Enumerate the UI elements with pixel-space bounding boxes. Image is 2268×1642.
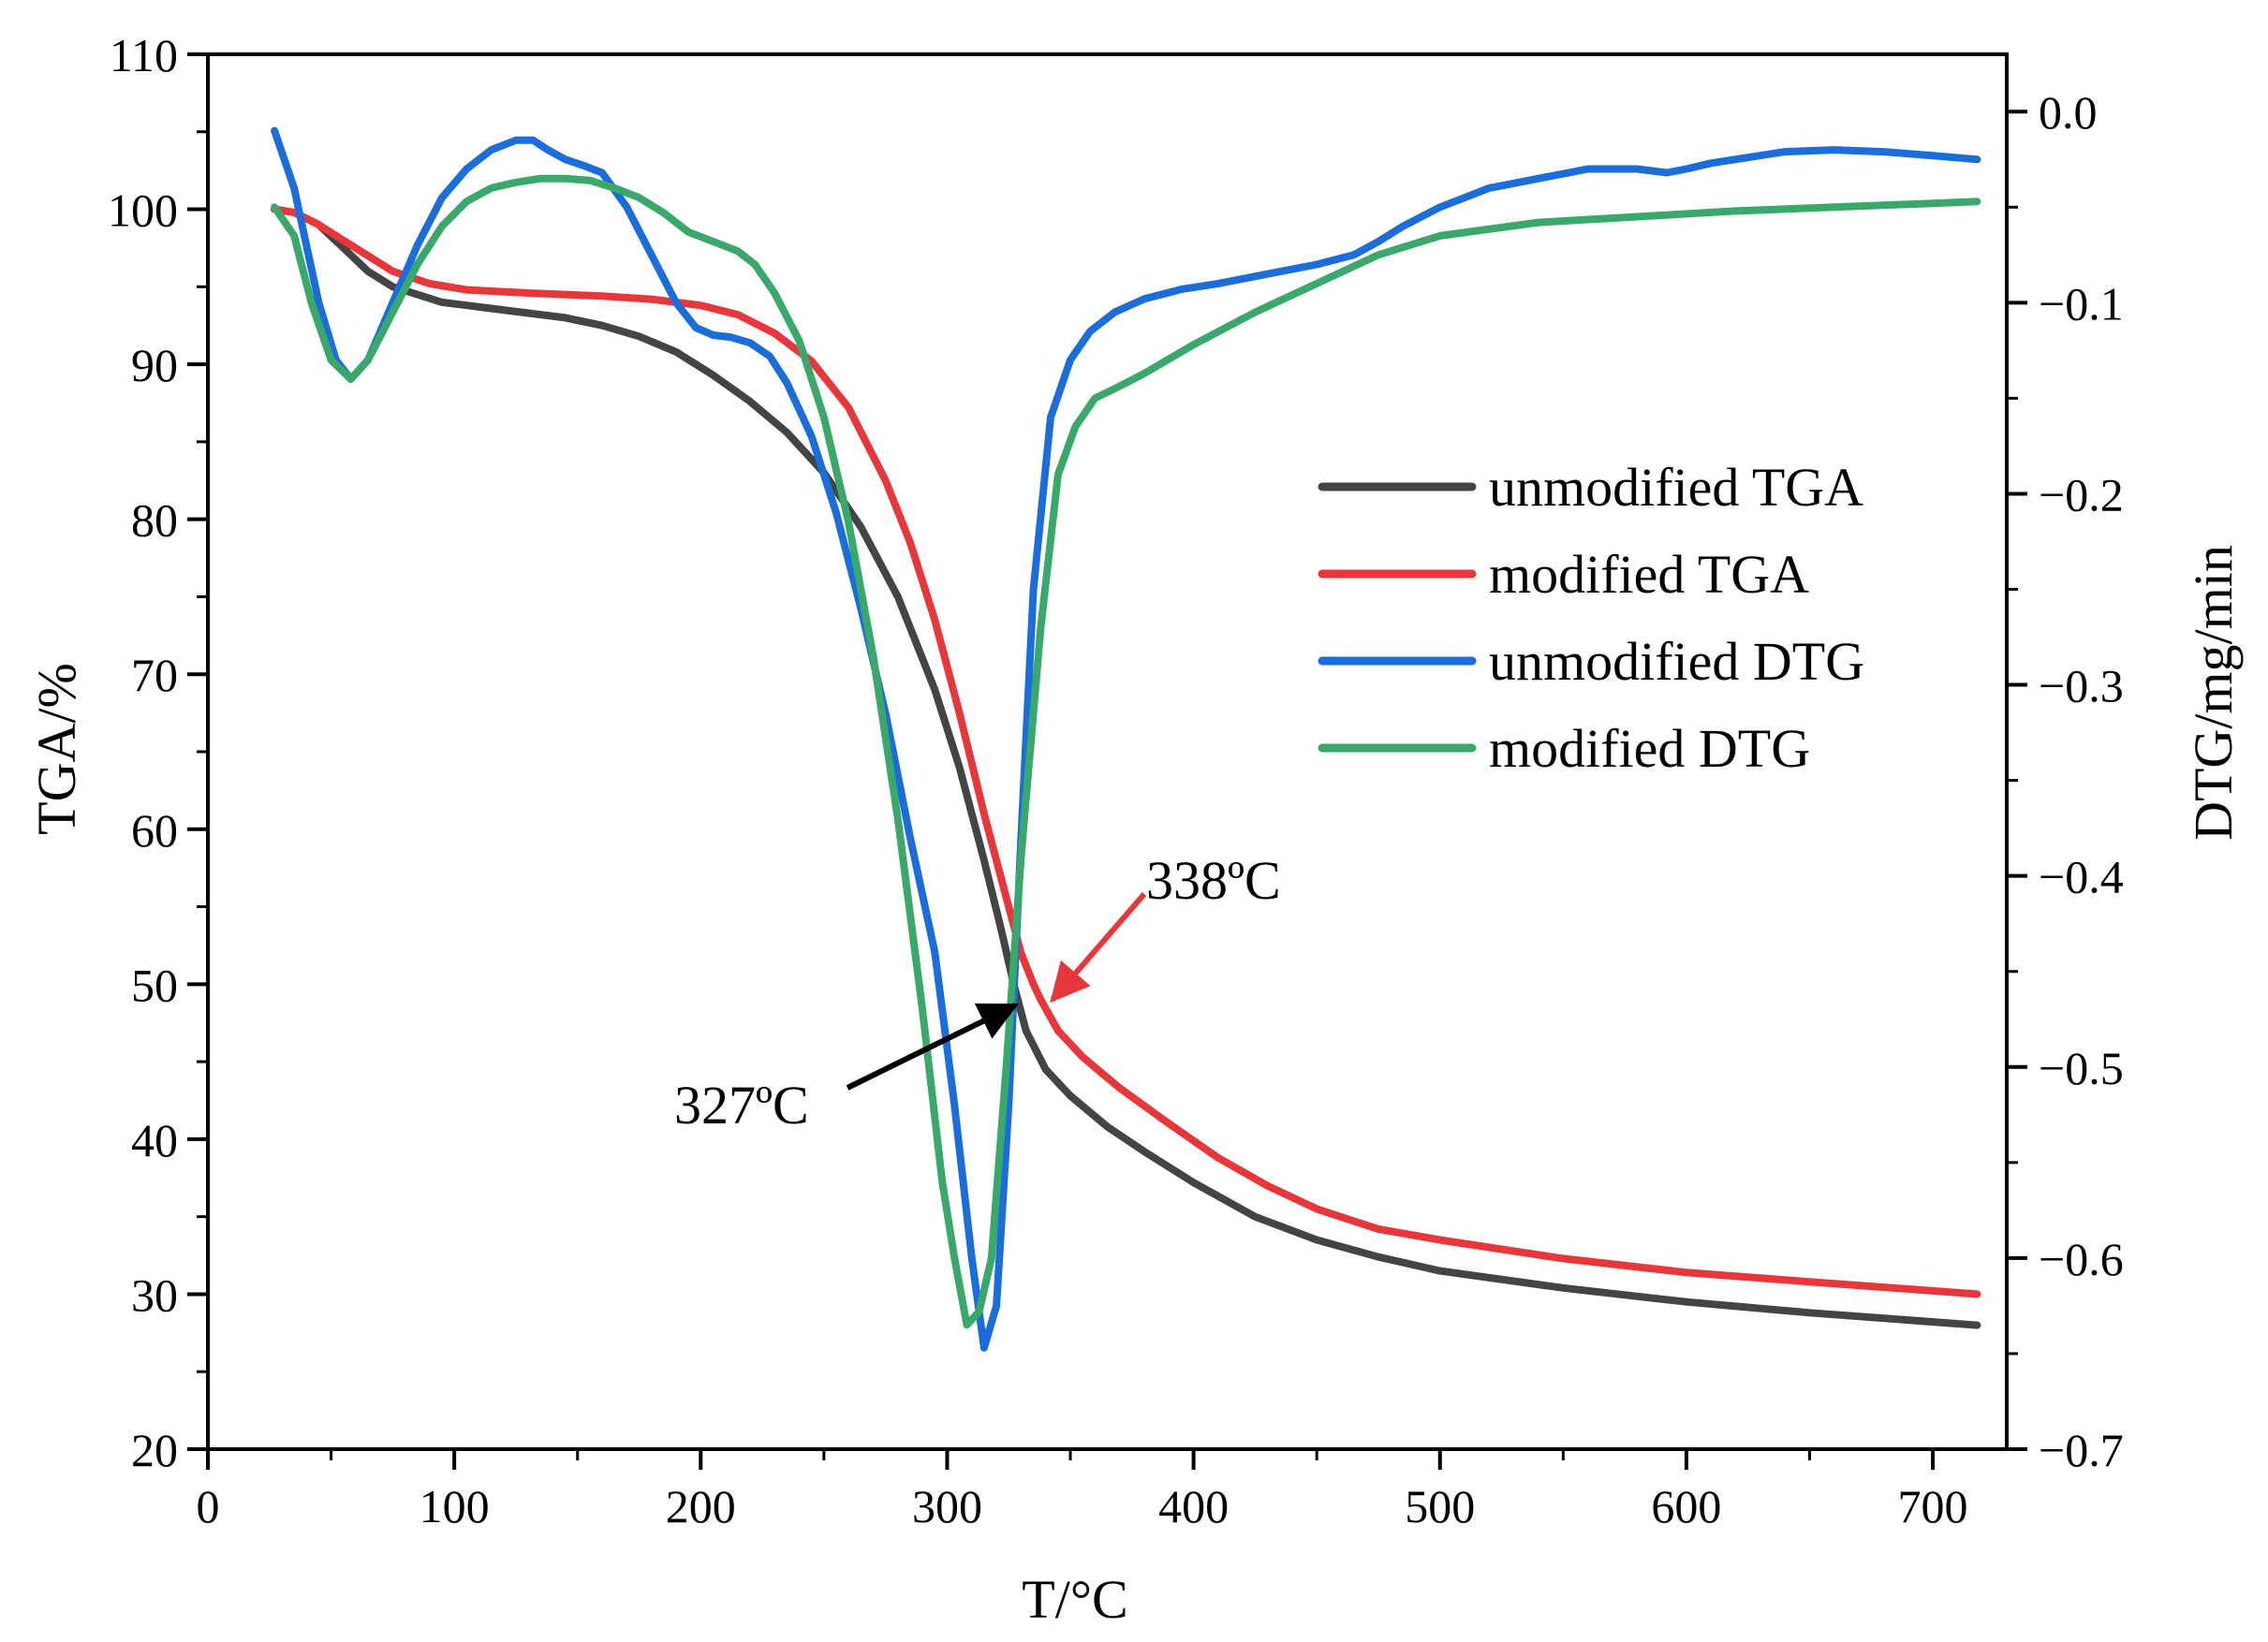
left-y-tick-label: 60 [131, 804, 178, 857]
left-y-tick-label: 40 [131, 1114, 178, 1166]
left-y-axis-title: TGA/% [26, 663, 87, 835]
right-y-tick-label: −0.4 [2039, 851, 2124, 903]
right-y-tick-label: −0.2 [2039, 468, 2124, 520]
x-tick-label: 500 [1405, 1480, 1475, 1532]
x-tick-label: 200 [666, 1480, 736, 1532]
left-y-tick-label: 20 [131, 1424, 178, 1476]
left-y-tick-label: 80 [131, 494, 178, 547]
series-line-4 [271, 174, 1981, 1329]
series-line-1 [271, 205, 1981, 1329]
right-y-tick-label: −0.3 [2039, 660, 2124, 712]
annotation-338-label: 338ºC [1146, 850, 1281, 911]
annotation-327-arrow [846, 1003, 1019, 1091]
annotation-338-arrow [1050, 892, 1147, 1004]
legend-label-4: modified DTG [1489, 718, 1810, 779]
x-tick-label: 100 [420, 1480, 490, 1532]
legend: unmodified TGA modified TGA unmodified DTG… [1318, 457, 1864, 779]
right-y-tick-label: 0.0 [2039, 86, 2098, 139]
left-y-axis: 20 30 40 50 60 70 80 90 100 110 [108, 29, 208, 1476]
legend-label-3: unmodified DTG [1489, 631, 1864, 692]
series-layer [271, 126, 1981, 1352]
x-tick-label: 600 [1651, 1480, 1721, 1532]
left-y-tick-label: 50 [131, 959, 178, 1011]
x-tick-label: 400 [1158, 1480, 1229, 1532]
left-y-tick-label: 110 [110, 29, 178, 81]
x-tick-label: 0 [197, 1480, 220, 1532]
series-line-2 [271, 205, 1981, 1298]
left-y-tick-label: 70 [131, 649, 178, 701]
x-tick-label: 700 [1898, 1480, 1968, 1532]
x-tick-label: 300 [912, 1480, 982, 1532]
annotation-327-label: 327ºC [674, 1075, 809, 1136]
right-y-axis: 0.0 −0.1 −0.2 −0.3 −0.4 −0.5 −0.6 −0.7 [2007, 86, 2124, 1476]
left-y-tick-label: 100 [108, 184, 178, 237]
right-y-tick-label: −0.7 [2039, 1424, 2124, 1476]
right-y-tick-label: −0.6 [2039, 1233, 2124, 1285]
right-y-tick-label: −0.5 [2039, 1042, 2124, 1094]
left-y-tick-label: 90 [131, 339, 178, 391]
legend-label-1: unmodified TGA [1489, 457, 1863, 518]
right-y-axis-title: DTG/mg/min [2183, 545, 2244, 841]
annotations: 327ºC 338ºC [674, 850, 1281, 1136]
x-axis-title: T/°C [1022, 1569, 1127, 1630]
right-y-tick-label: −0.1 [2039, 277, 2124, 330]
legend-label-2: modified TGA [1489, 544, 1809, 605]
x-axis: 0 100 200 300 400 500 600 700 [197, 1449, 1968, 1532]
left-y-tick-label: 30 [131, 1268, 178, 1321]
series-line-3 [271, 126, 1981, 1352]
